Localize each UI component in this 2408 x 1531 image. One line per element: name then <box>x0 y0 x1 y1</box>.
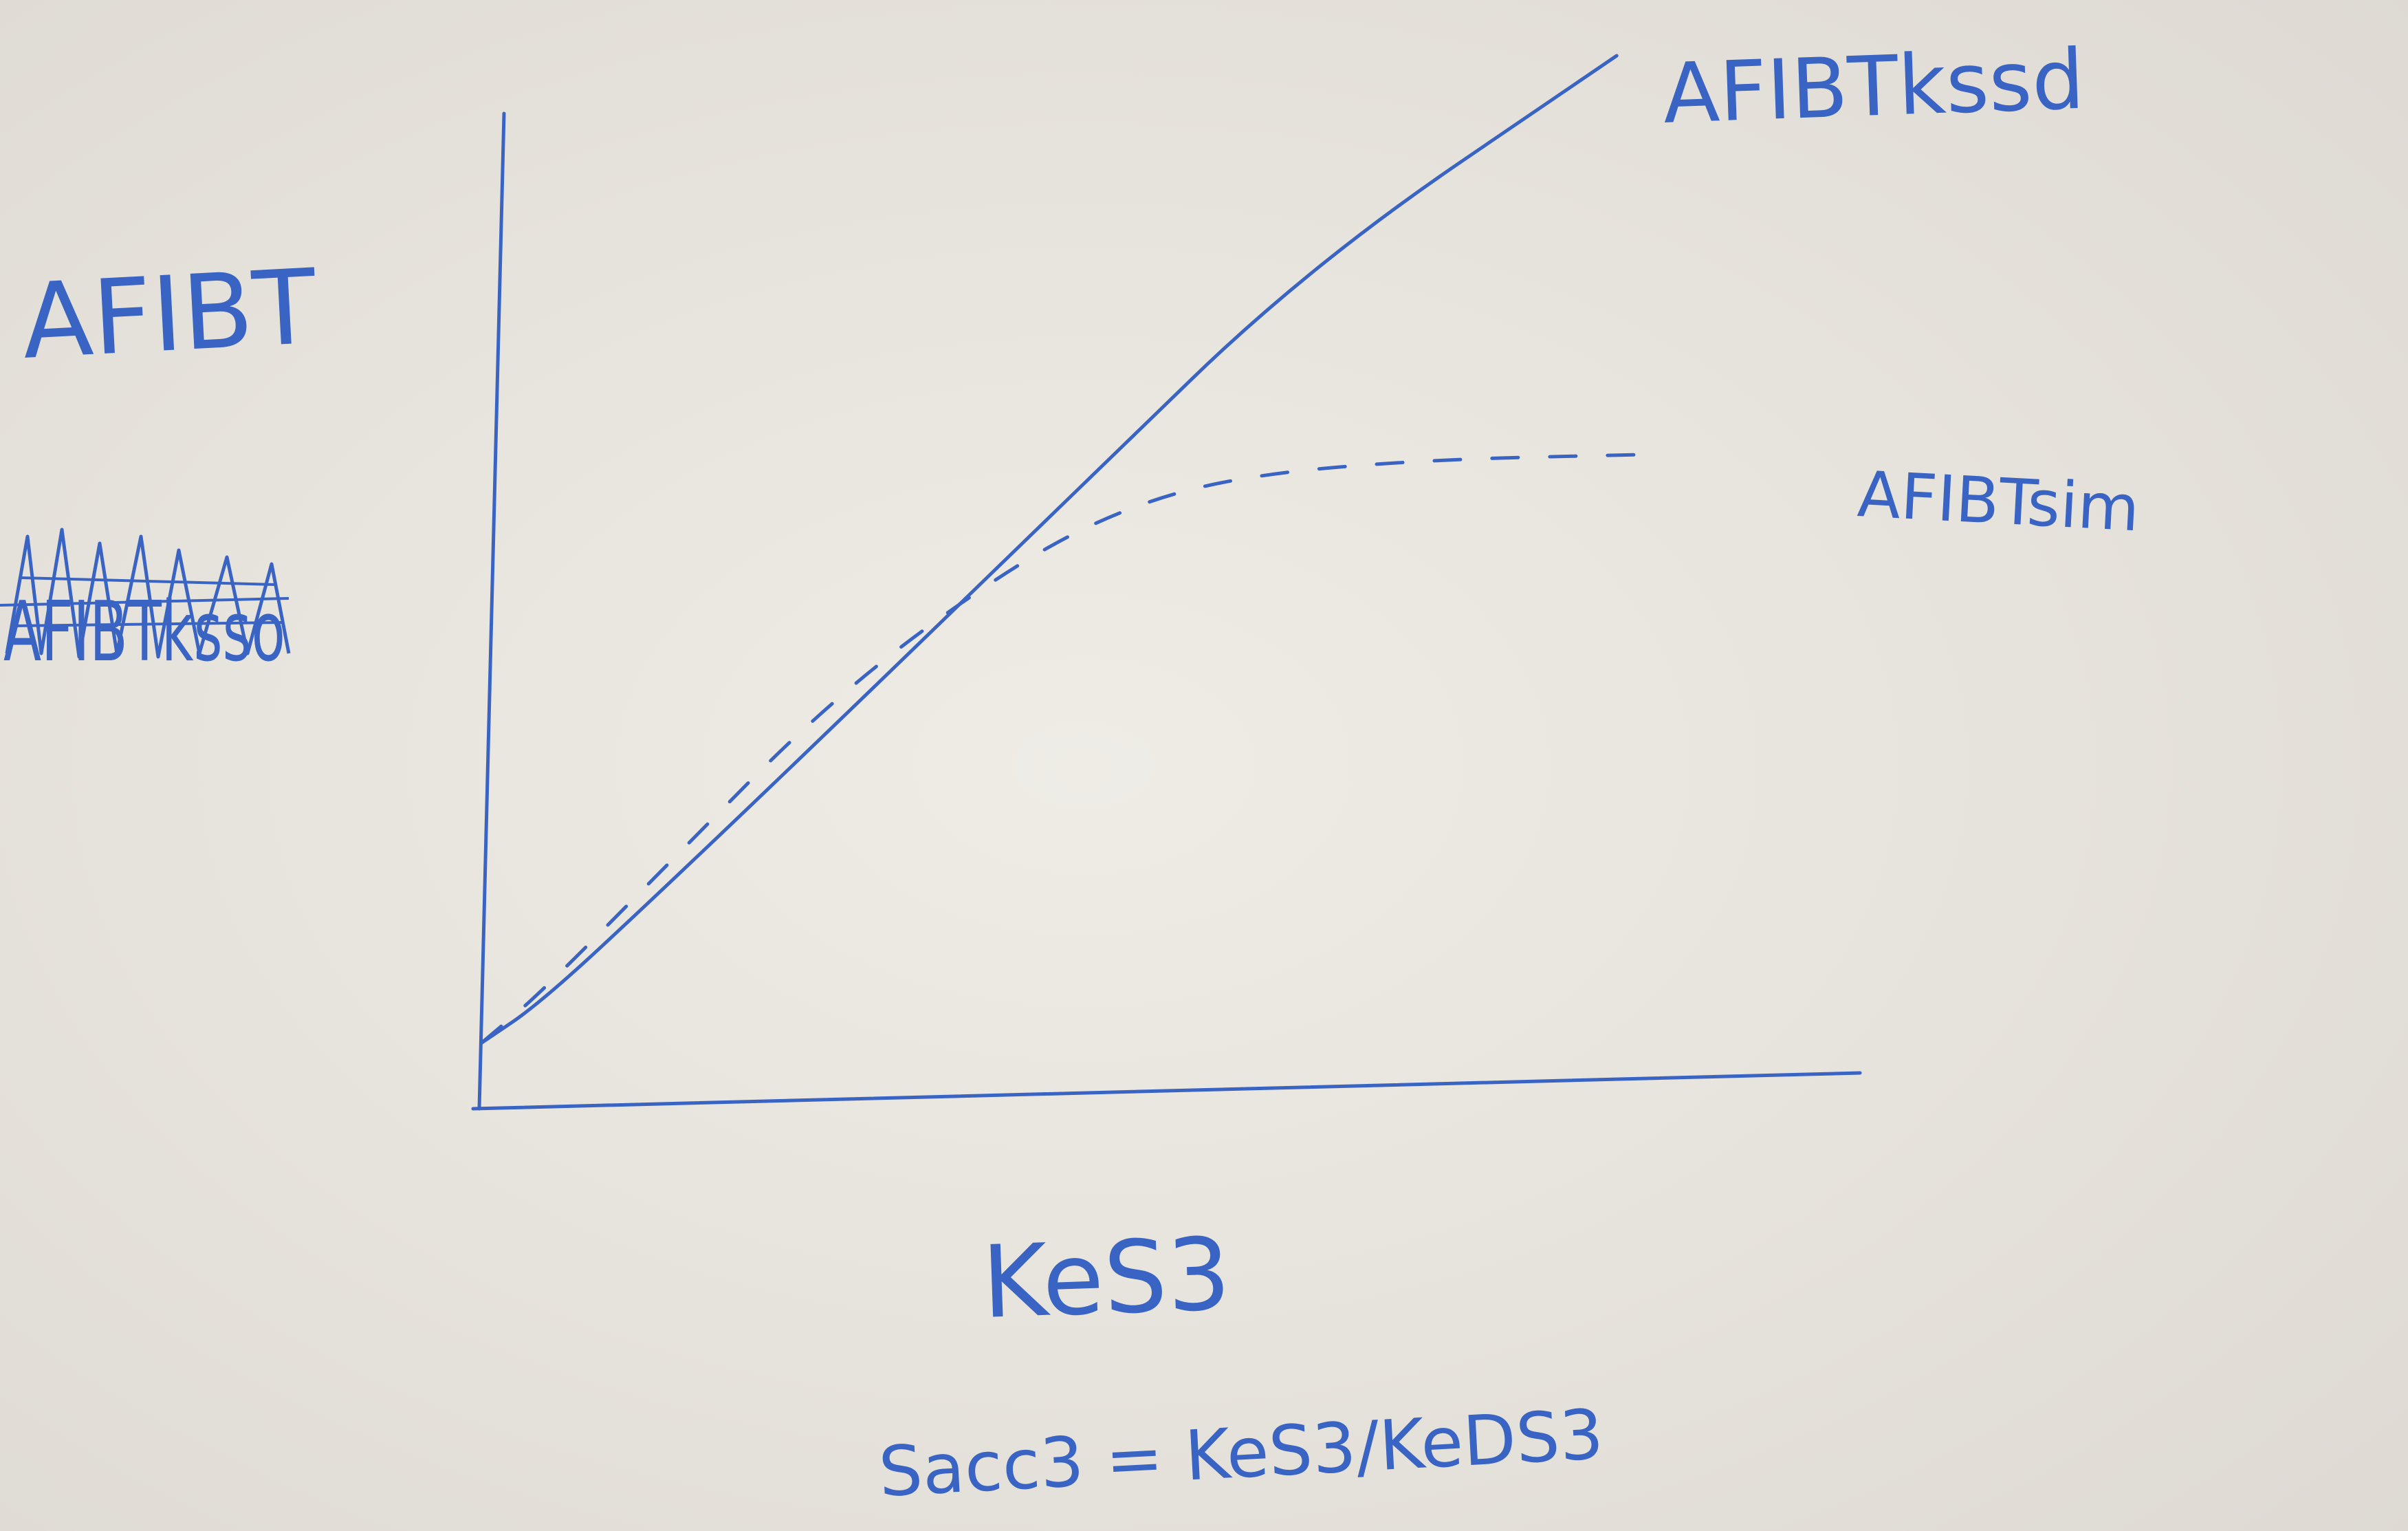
series-label-sim: AFIBTsim <box>1856 457 2141 545</box>
crossed-out-scribble: AFIBTksso <box>0 528 291 680</box>
series-label-kssd: AFIBTkssd <box>1661 32 2086 142</box>
series-layer <box>479 54 1643 1045</box>
y-axis <box>477 111 506 1111</box>
x-axis <box>471 1071 1862 1111</box>
y-axis-label: AFIBT <box>19 248 320 382</box>
series-line-1 <box>479 453 1643 1045</box>
series-line-0 <box>479 54 1619 1045</box>
x-axis-label: KeS3 <box>980 1216 1232 1341</box>
